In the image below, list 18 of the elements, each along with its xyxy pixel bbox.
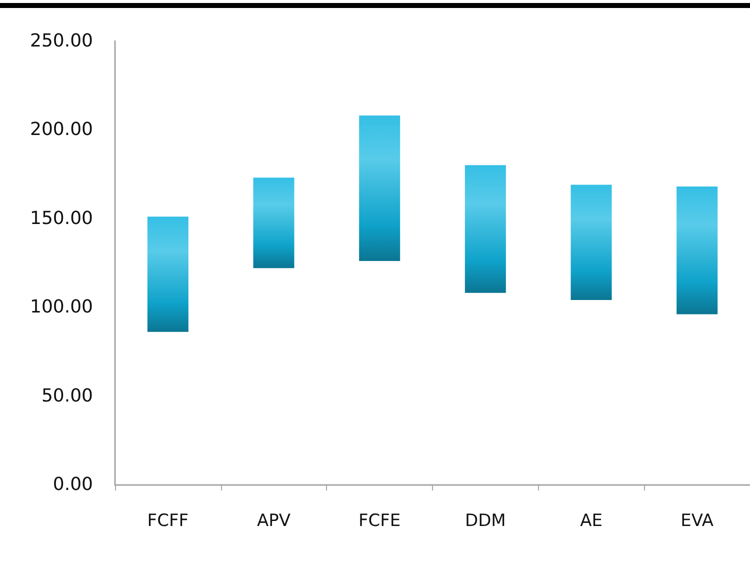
bar — [464, 165, 506, 293]
x-tick-label: DDM — [464, 511, 506, 531]
x-tick-label: EVA — [680, 511, 714, 531]
y-tick-label: 100.00 — [30, 296, 93, 318]
bar — [147, 216, 188, 332]
bar — [359, 116, 400, 261]
y-tick-label: 200.00 — [30, 119, 93, 140]
bar — [676, 186, 718, 314]
x-tick-label: FCFE — [358, 511, 401, 531]
bar — [570, 184, 612, 300]
y-tick-label: 0.00 — [52, 474, 93, 495]
x-tick-label: AE — [580, 511, 602, 531]
y-tick-label: 150.00 — [30, 208, 93, 229]
y-tick-label: 250.00 — [30, 30, 93, 52]
bar — [253, 178, 294, 268]
x-tick-label: APV — [256, 511, 291, 531]
y-tick-label: 50.00 — [41, 385, 93, 406]
x-tick-label: FCFF — [147, 511, 189, 531]
